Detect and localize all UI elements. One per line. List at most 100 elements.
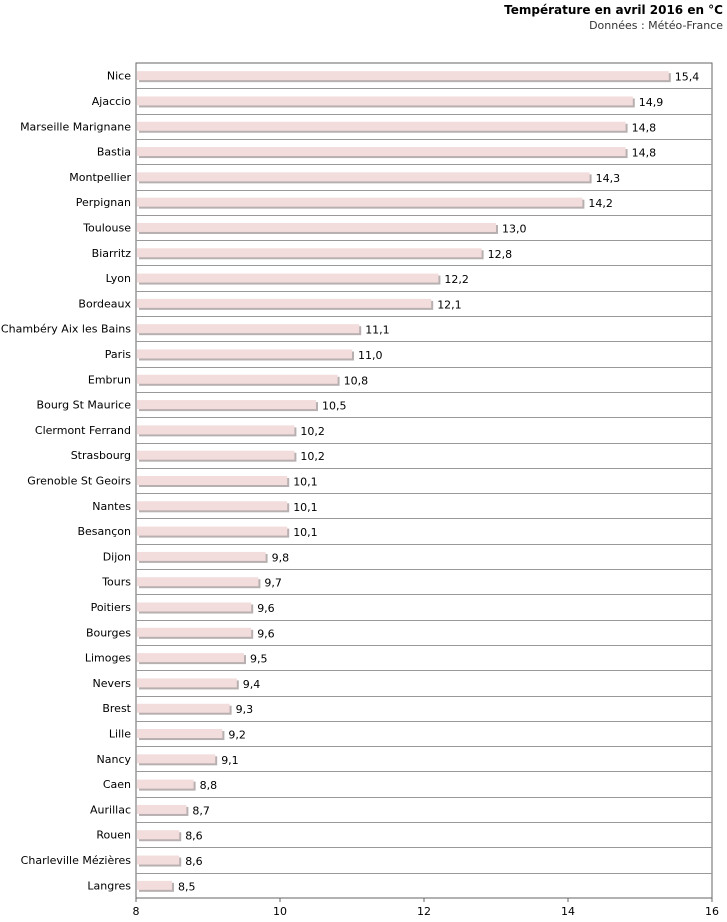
value-label: 15,4	[675, 71, 700, 84]
bar	[137, 754, 216, 764]
value-label: 12,2	[444, 273, 469, 286]
bar	[137, 830, 180, 840]
bar	[137, 602, 252, 612]
x-tick-label: 10	[273, 905, 287, 918]
category-label: Langres	[87, 879, 131, 892]
bar	[137, 627, 252, 637]
category-label: Biarritz	[92, 247, 132, 260]
category-label: Clermont Ferrand	[35, 424, 131, 437]
bar-layer	[137, 71, 671, 892]
bar	[137, 678, 237, 688]
bar	[137, 501, 288, 511]
category-label: Limoges	[85, 652, 131, 665]
value-label: 10,1	[293, 476, 318, 489]
value-label: 14,3	[596, 172, 621, 185]
bar	[137, 425, 295, 435]
value-label: 9,6	[257, 627, 275, 640]
category-label: Strasbourg	[71, 449, 131, 462]
bar	[137, 197, 583, 207]
value-label: 14,2	[588, 197, 613, 210]
category-label: Nice	[107, 70, 131, 83]
value-label: 14,8	[632, 147, 657, 160]
category-label: Poitiers	[91, 601, 132, 614]
label-layer: Nice 15,4 Ajaccio 14,9 Marseille Marignane 14…	[1, 70, 699, 894]
bar	[137, 880, 172, 890]
category-label: Bastia	[97, 146, 131, 159]
category-label: Marseille Marignane	[20, 120, 131, 133]
value-label: 9,2	[228, 729, 246, 742]
category-label: Ajaccio	[92, 95, 131, 108]
chart-title: Température en avril 2016 en °C	[504, 3, 723, 17]
x-tick-label: 14	[561, 905, 575, 918]
grid-layer	[136, 88, 712, 874]
chart-header: Température en avril 2016 en °C Données …	[504, 2, 723, 34]
bar	[137, 526, 288, 536]
value-label: 9,7	[264, 577, 282, 590]
bar	[137, 729, 223, 739]
category-label: Embrun	[88, 373, 131, 386]
value-label: 8,6	[185, 855, 203, 868]
value-label: 14,8	[632, 121, 657, 134]
category-label: Bourges	[86, 626, 131, 639]
value-label: 8,8	[200, 779, 218, 792]
value-label: 10,1	[293, 501, 318, 514]
bar	[137, 172, 590, 182]
category-label: Charleville Mézières	[21, 854, 132, 867]
value-label: 13,0	[502, 222, 527, 235]
category-label: Toulouse	[82, 221, 131, 234]
bar	[137, 96, 633, 106]
value-label: 9,5	[250, 653, 268, 666]
value-label: 9,6	[257, 602, 275, 615]
category-label: Nevers	[92, 677, 131, 690]
category-label: Caen	[103, 778, 131, 791]
category-label: Nancy	[97, 753, 132, 766]
bar	[137, 779, 194, 789]
value-label: 8,7	[192, 804, 210, 817]
value-label: 10,2	[300, 425, 325, 438]
bar	[137, 450, 295, 460]
category-label: Besançon	[77, 525, 131, 538]
bar	[137, 653, 244, 663]
x-tick-label: 12	[417, 905, 431, 918]
bar	[137, 298, 432, 308]
bar	[137, 703, 230, 713]
category-label: Montpellier	[69, 171, 131, 184]
bar	[137, 324, 360, 334]
bar	[137, 551, 266, 561]
bar	[137, 222, 496, 232]
category-label: Lille	[109, 728, 131, 741]
bar	[137, 273, 439, 283]
x-tick-label: 8	[133, 905, 140, 918]
value-label: 12,8	[488, 248, 512, 261]
value-label: 9,4	[243, 678, 260, 691]
bar	[137, 147, 626, 157]
tick-layer: 8 10 12 14 16	[133, 898, 719, 918]
value-label: 12,1	[437, 298, 462, 311]
value-label: 10,8	[344, 374, 369, 387]
bar	[137, 577, 259, 587]
bar	[137, 248, 482, 258]
value-label: 9,1	[221, 754, 239, 767]
bar	[137, 349, 352, 359]
category-label: Chambéry Aix les Bains	[1, 323, 131, 336]
value-label: 8,5	[178, 880, 196, 893]
category-label: Rouen	[96, 829, 131, 842]
value-label: 10,5	[322, 400, 347, 413]
bar	[137, 121, 626, 131]
value-label: 10,2	[300, 450, 325, 463]
category-label: Bordeaux	[78, 297, 131, 310]
bar	[137, 855, 180, 865]
value-label: 9,8	[272, 551, 290, 564]
bar	[137, 71, 669, 81]
value-label: 11,0	[358, 349, 383, 362]
chart-subtitle: Données : Météo-France	[589, 19, 723, 32]
bar	[137, 374, 338, 384]
value-label: 9,3	[236, 703, 254, 716]
category-label: Tours	[101, 576, 131, 589]
value-label: 14,9	[639, 96, 664, 109]
category-label: Dijon	[103, 550, 131, 563]
category-label: Perpignan	[76, 196, 131, 209]
bar	[137, 804, 187, 814]
category-label: Nantes	[92, 500, 131, 513]
